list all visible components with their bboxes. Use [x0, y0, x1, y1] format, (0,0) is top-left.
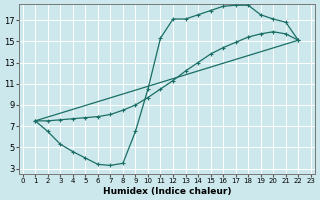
X-axis label: Humidex (Indice chaleur): Humidex (Indice chaleur): [102, 187, 231, 196]
